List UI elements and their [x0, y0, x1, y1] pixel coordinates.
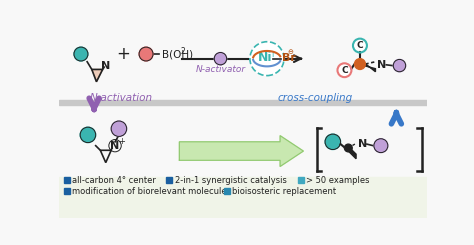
Text: modification of biorelevant molecules: modification of biorelevant molecules — [73, 187, 231, 196]
Circle shape — [74, 47, 88, 61]
Text: N-activator: N-activator — [195, 65, 246, 74]
Text: N: N — [358, 139, 367, 149]
Text: +: + — [118, 137, 125, 146]
Circle shape — [80, 127, 96, 143]
Circle shape — [345, 144, 352, 152]
Text: N: N — [110, 141, 119, 151]
Text: B(OH): B(OH) — [162, 50, 192, 60]
Text: C: C — [356, 41, 363, 50]
Circle shape — [325, 134, 341, 149]
Circle shape — [374, 139, 388, 153]
Circle shape — [353, 39, 367, 52]
Circle shape — [393, 60, 406, 72]
Text: Ni: Ni — [258, 51, 273, 64]
Bar — [166, 177, 173, 184]
Text: 2-in-1 synergistic catalysis: 2-in-1 synergistic catalysis — [175, 176, 287, 185]
Text: bioisosteric replacement: bioisosteric replacement — [232, 187, 336, 196]
Text: N-activation: N-activation — [90, 93, 153, 103]
Circle shape — [337, 63, 351, 77]
Text: all-carbon 4° center: all-carbon 4° center — [73, 176, 156, 185]
Bar — [224, 188, 230, 194]
Circle shape — [214, 52, 227, 65]
Polygon shape — [364, 62, 375, 72]
Bar — [59, 177, 427, 218]
Bar — [298, 177, 304, 184]
Circle shape — [111, 121, 127, 136]
Circle shape — [250, 42, 284, 76]
Text: cross-coupling: cross-coupling — [277, 93, 353, 103]
Text: +: + — [117, 45, 130, 63]
Text: C: C — [341, 66, 348, 75]
Bar — [59, 100, 427, 105]
Text: > 50 examples: > 50 examples — [307, 176, 370, 185]
Text: ı: ı — [271, 49, 273, 59]
Polygon shape — [347, 146, 356, 159]
Text: ⊖: ⊖ — [287, 49, 293, 56]
Polygon shape — [179, 136, 303, 166]
Bar — [64, 188, 70, 194]
Bar — [64, 177, 70, 184]
Polygon shape — [92, 69, 103, 82]
Text: 2: 2 — [180, 47, 185, 56]
Circle shape — [355, 59, 365, 69]
Text: N: N — [101, 61, 110, 71]
Circle shape — [139, 47, 153, 61]
Text: N: N — [377, 60, 386, 70]
Text: Br: Br — [283, 53, 296, 63]
